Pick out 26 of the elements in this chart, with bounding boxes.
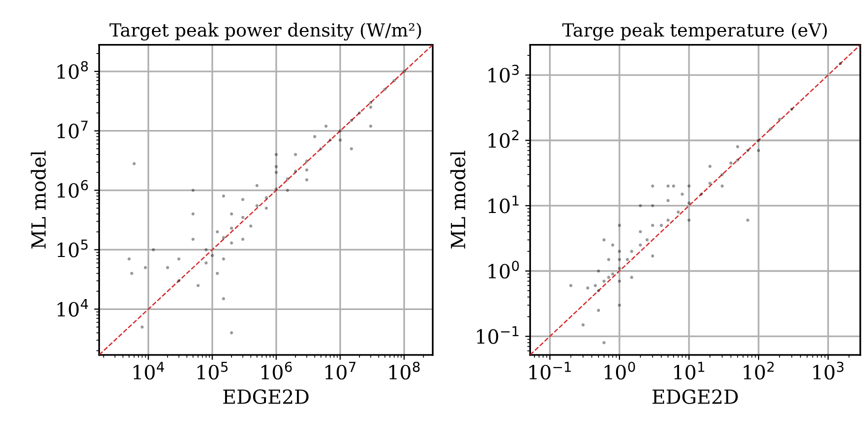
y-tick-label: 10$^{0}$ <box>488 260 519 279</box>
x-tick-label: 10$^{3}$ <box>813 362 844 380</box>
x-tick-label: 10$^{0}$ <box>604 362 636 380</box>
y-tick-label: 10$^{6}$ <box>58 180 88 198</box>
x-axis-title: EDGE2D <box>223 389 309 404</box>
y-tick-label: 10$^{2}$ <box>488 130 518 148</box>
x-tick-label: 10$^{−1}$ <box>529 362 571 380</box>
y-tick-label: 10$^{5}$ <box>58 240 88 258</box>
y-tick-label: 10$^{8}$ <box>58 61 88 79</box>
y-axis-title: ML model <box>30 150 46 249</box>
x-tick-label: 10$^{5}$ <box>198 362 228 380</box>
x-tick-label: 10$^{8}$ <box>389 362 420 380</box>
chart-title: Target peak power density (W/m²) <box>110 22 422 41</box>
x-tick-label: 10$^{1}$ <box>674 362 704 380</box>
y-tick-label: 10$^{−1}$ <box>477 326 518 344</box>
x-tick-label: 10$^{6}$ <box>261 362 292 380</box>
y-tick-label: 10$^{1}$ <box>488 196 519 214</box>
x-axis-title: EDGE2D <box>652 389 738 404</box>
x-tick-label: 10$^{4}$ <box>134 362 164 380</box>
y-tick-label: 10$^{7}$ <box>58 120 88 138</box>
y-tick-label: 10$^{4}$ <box>58 299 88 317</box>
chart-title: Targe peak temperature (eV) <box>562 22 827 41</box>
x-tick-label: 10$^{7}$ <box>325 362 356 380</box>
y-axis-title: ML model <box>450 150 466 249</box>
x-tick-label: 10$^{2}$ <box>744 362 774 380</box>
y-tick-label: 10$^{3}$ <box>488 64 519 83</box>
